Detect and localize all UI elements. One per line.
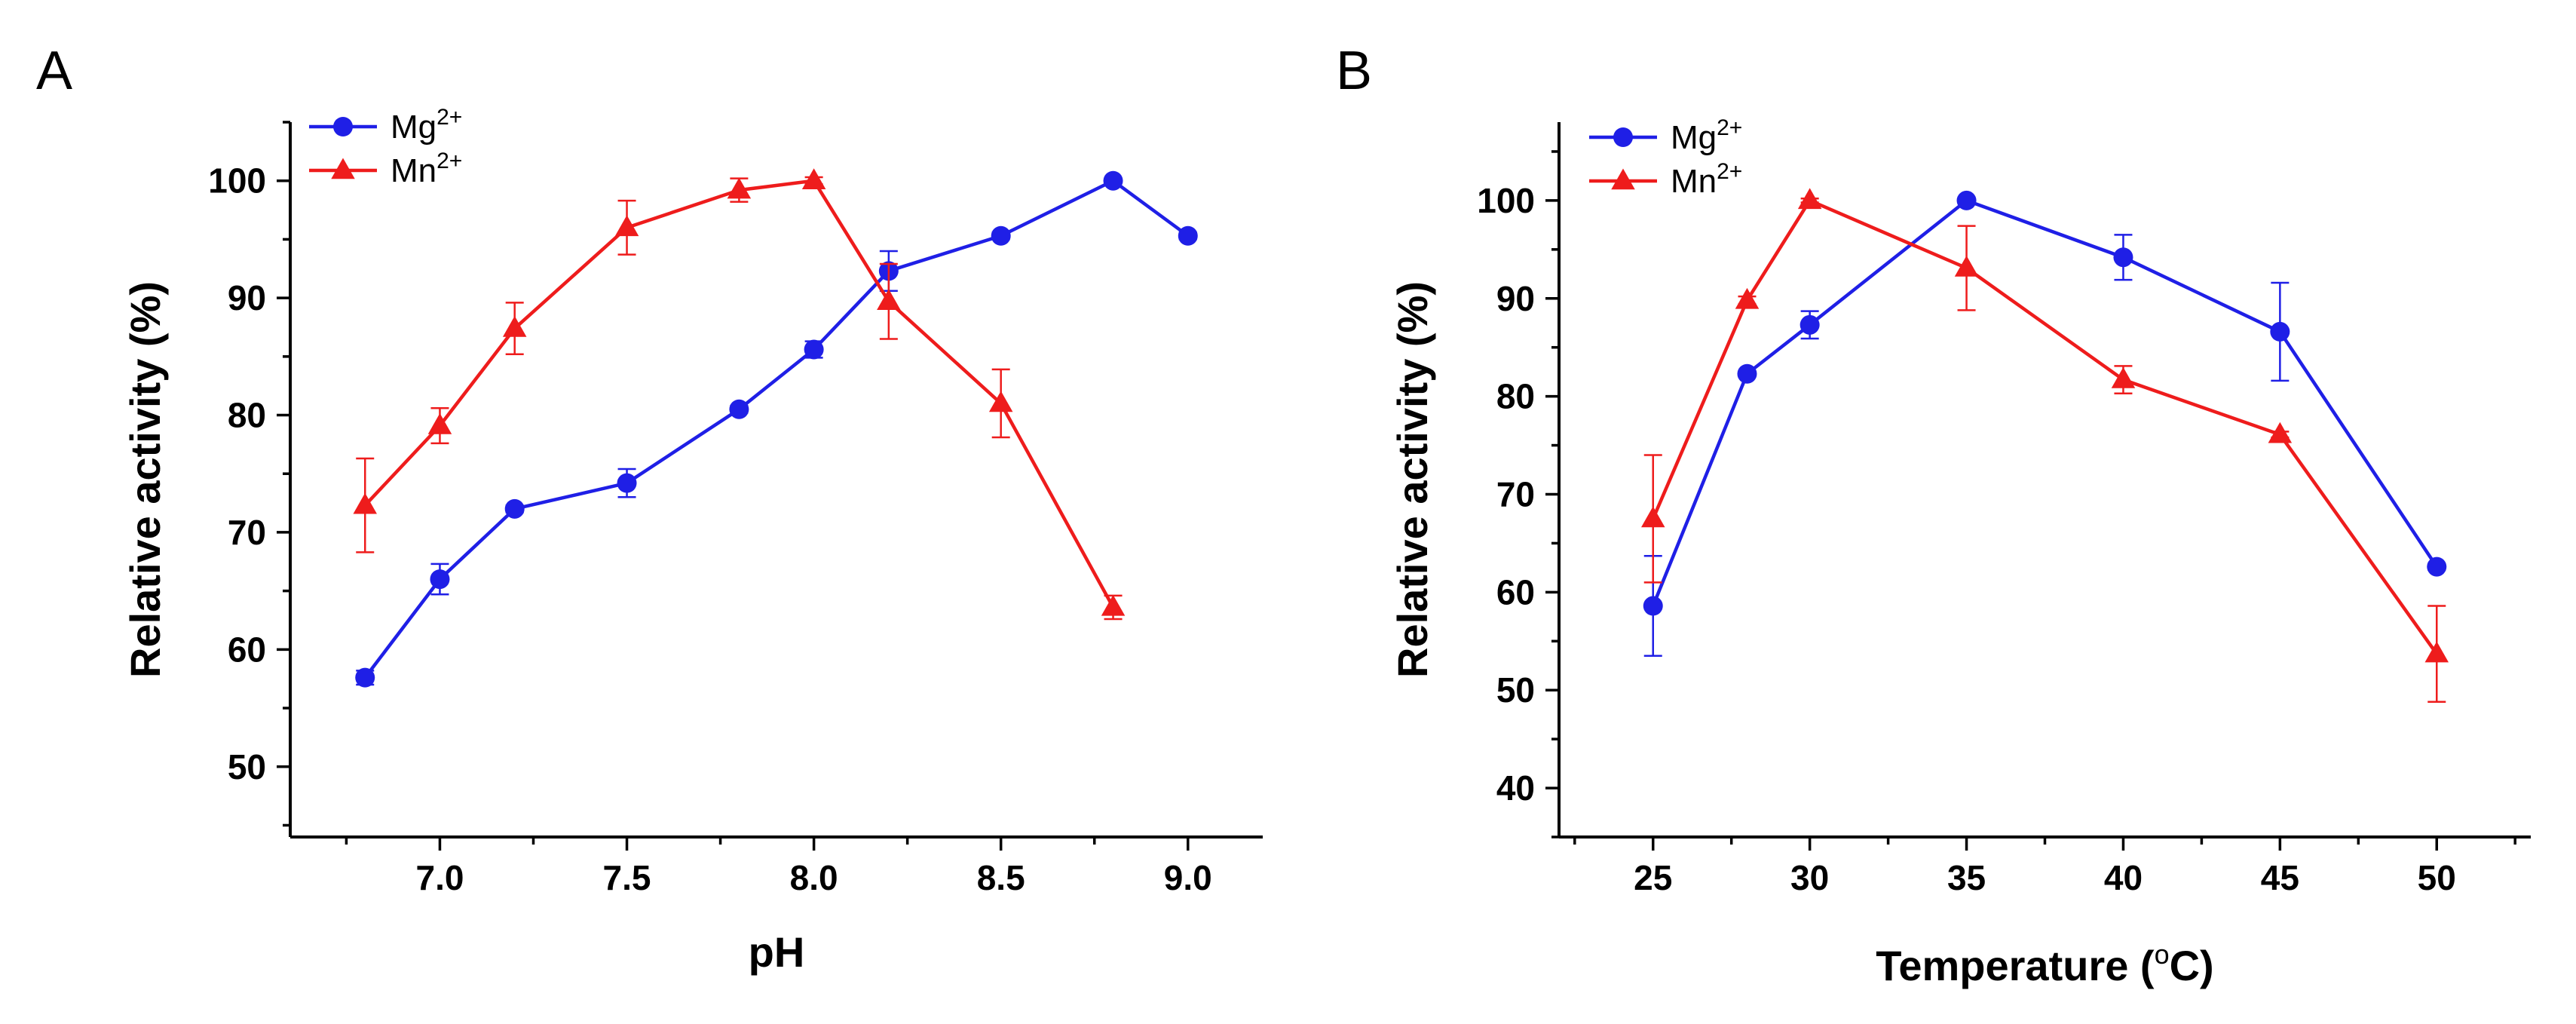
panel-label: A: [36, 41, 72, 101]
data-point: [427, 413, 452, 434]
legend-charge: 2+: [1717, 159, 1742, 184]
panel-b-temperature-chart: B 25 30 35 40 45 50 40 50 60 70 80 90 100 Relative act…: [1336, 41, 2531, 989]
y-tick-label: 40: [1496, 768, 1535, 808]
y-tick-label: 90: [1496, 279, 1535, 318]
y-tick-label: 60: [228, 630, 266, 669]
data-point: [2113, 247, 2133, 268]
data-point: [353, 492, 377, 514]
data-point: [614, 215, 639, 237]
x-tick-label: 40: [2104, 858, 2143, 897]
y-tick-label: 70: [1496, 474, 1535, 514]
data-point: [988, 391, 1013, 412]
legend-label: Mg2+: [1671, 115, 1742, 156]
series-mg: Mg2+: [1589, 115, 2447, 658]
y-tick-label: 80: [1496, 377, 1535, 416]
x-tick-label: 45: [2261, 858, 2299, 897]
data-point: [2424, 641, 2449, 663]
data-point: [430, 569, 450, 590]
legend-marker: [331, 158, 355, 179]
legend-charge: 2+: [436, 105, 462, 130]
y-tick-label: 80: [228, 396, 266, 435]
data-point: [1101, 594, 1126, 616]
legend-ion: Mg: [391, 109, 436, 146]
x-tick-label: 25: [1634, 858, 1672, 897]
data-point: [355, 667, 375, 688]
x-tick-label: 30: [1790, 858, 1829, 897]
y-axis-title: Relative activity (%): [1389, 281, 1436, 678]
legend-label: Mg2+: [391, 105, 462, 146]
data-point: [1735, 287, 1760, 309]
x-axis-title: Temperature (oC): [1876, 939, 2213, 989]
y-axis-title: Relative activity (%): [121, 281, 169, 678]
x-tick-label: 8.0: [790, 858, 838, 897]
data-point: [2111, 367, 2136, 388]
x-tick-label: 50: [2418, 858, 2456, 897]
data-point: [1103, 170, 1123, 191]
data-point: [1178, 225, 1198, 246]
data-point: [1956, 190, 1977, 210]
y-tick-label: 50: [1496, 670, 1535, 710]
legend-marker: [333, 117, 353, 136]
panel-a-ph-chart: A 7.0 7.5 8.0 8.5 9.0 50 60 70 80 90 100 Relative ac…: [36, 41, 1263, 976]
legend-ion: Mn: [1671, 163, 1717, 200]
data-point: [1797, 188, 1822, 210]
series-mn: Mn2+: [1589, 159, 2449, 704]
data-point: [1640, 506, 1665, 528]
series-mg: Mg2+: [309, 105, 1198, 688]
panel-label: B: [1336, 41, 1372, 101]
x-tick-label: 7.5: [603, 858, 651, 897]
legend-ion: Mg: [1671, 119, 1717, 156]
y-tick-label: 50: [228, 747, 266, 786]
x-axis-degree-sup: o: [2155, 939, 2170, 970]
x-axis-title: pH: [749, 928, 805, 976]
x-axis-title-text: pH: [749, 928, 805, 976]
data-point: [727, 177, 752, 199]
data-point: [502, 316, 527, 337]
data-point: [877, 289, 901, 311]
data-point: [1800, 314, 1820, 335]
y-tick-label: 100: [208, 161, 266, 201]
data-point: [2427, 556, 2447, 577]
y-tick-label: 60: [1496, 572, 1535, 612]
legend-marker: [1613, 127, 1633, 147]
legend-label: Mn2+: [391, 149, 462, 189]
y-tick-label: 100: [1477, 181, 1535, 220]
y-tick-label: 90: [228, 278, 266, 317]
data-point: [801, 168, 826, 189]
data-point: [504, 498, 525, 519]
data-point: [2268, 422, 2293, 443]
data-point: [2270, 321, 2290, 342]
legend-marker: [1611, 168, 1635, 190]
x-tick-label: 7.0: [415, 858, 464, 897]
x-tick-label: 8.5: [977, 858, 1025, 897]
series-mn: Mn2+: [309, 149, 1126, 621]
legend-ion: Mn: [391, 152, 436, 189]
x-axis-unit: C): [2170, 942, 2214, 989]
legend-label: Mn2+: [1671, 159, 1742, 200]
data-point: [1643, 596, 1663, 616]
data-point: [1737, 363, 1757, 384]
x-axis-title-text: Temperature (: [1876, 942, 2155, 989]
series-line: [1651, 198, 2439, 655]
data-point: [991, 225, 1011, 246]
legend-charge: 2+: [1717, 115, 1742, 140]
legend-charge: 2+: [436, 149, 462, 173]
x-tick-label: 35: [1947, 858, 1986, 897]
series-line: [363, 179, 1190, 679]
y-tick-label: 70: [228, 513, 266, 552]
data-point: [804, 339, 824, 360]
data-point: [1954, 255, 1979, 277]
data-point: [617, 473, 637, 493]
x-tick-label: 9.0: [1164, 858, 1212, 897]
data-point: [729, 399, 749, 419]
